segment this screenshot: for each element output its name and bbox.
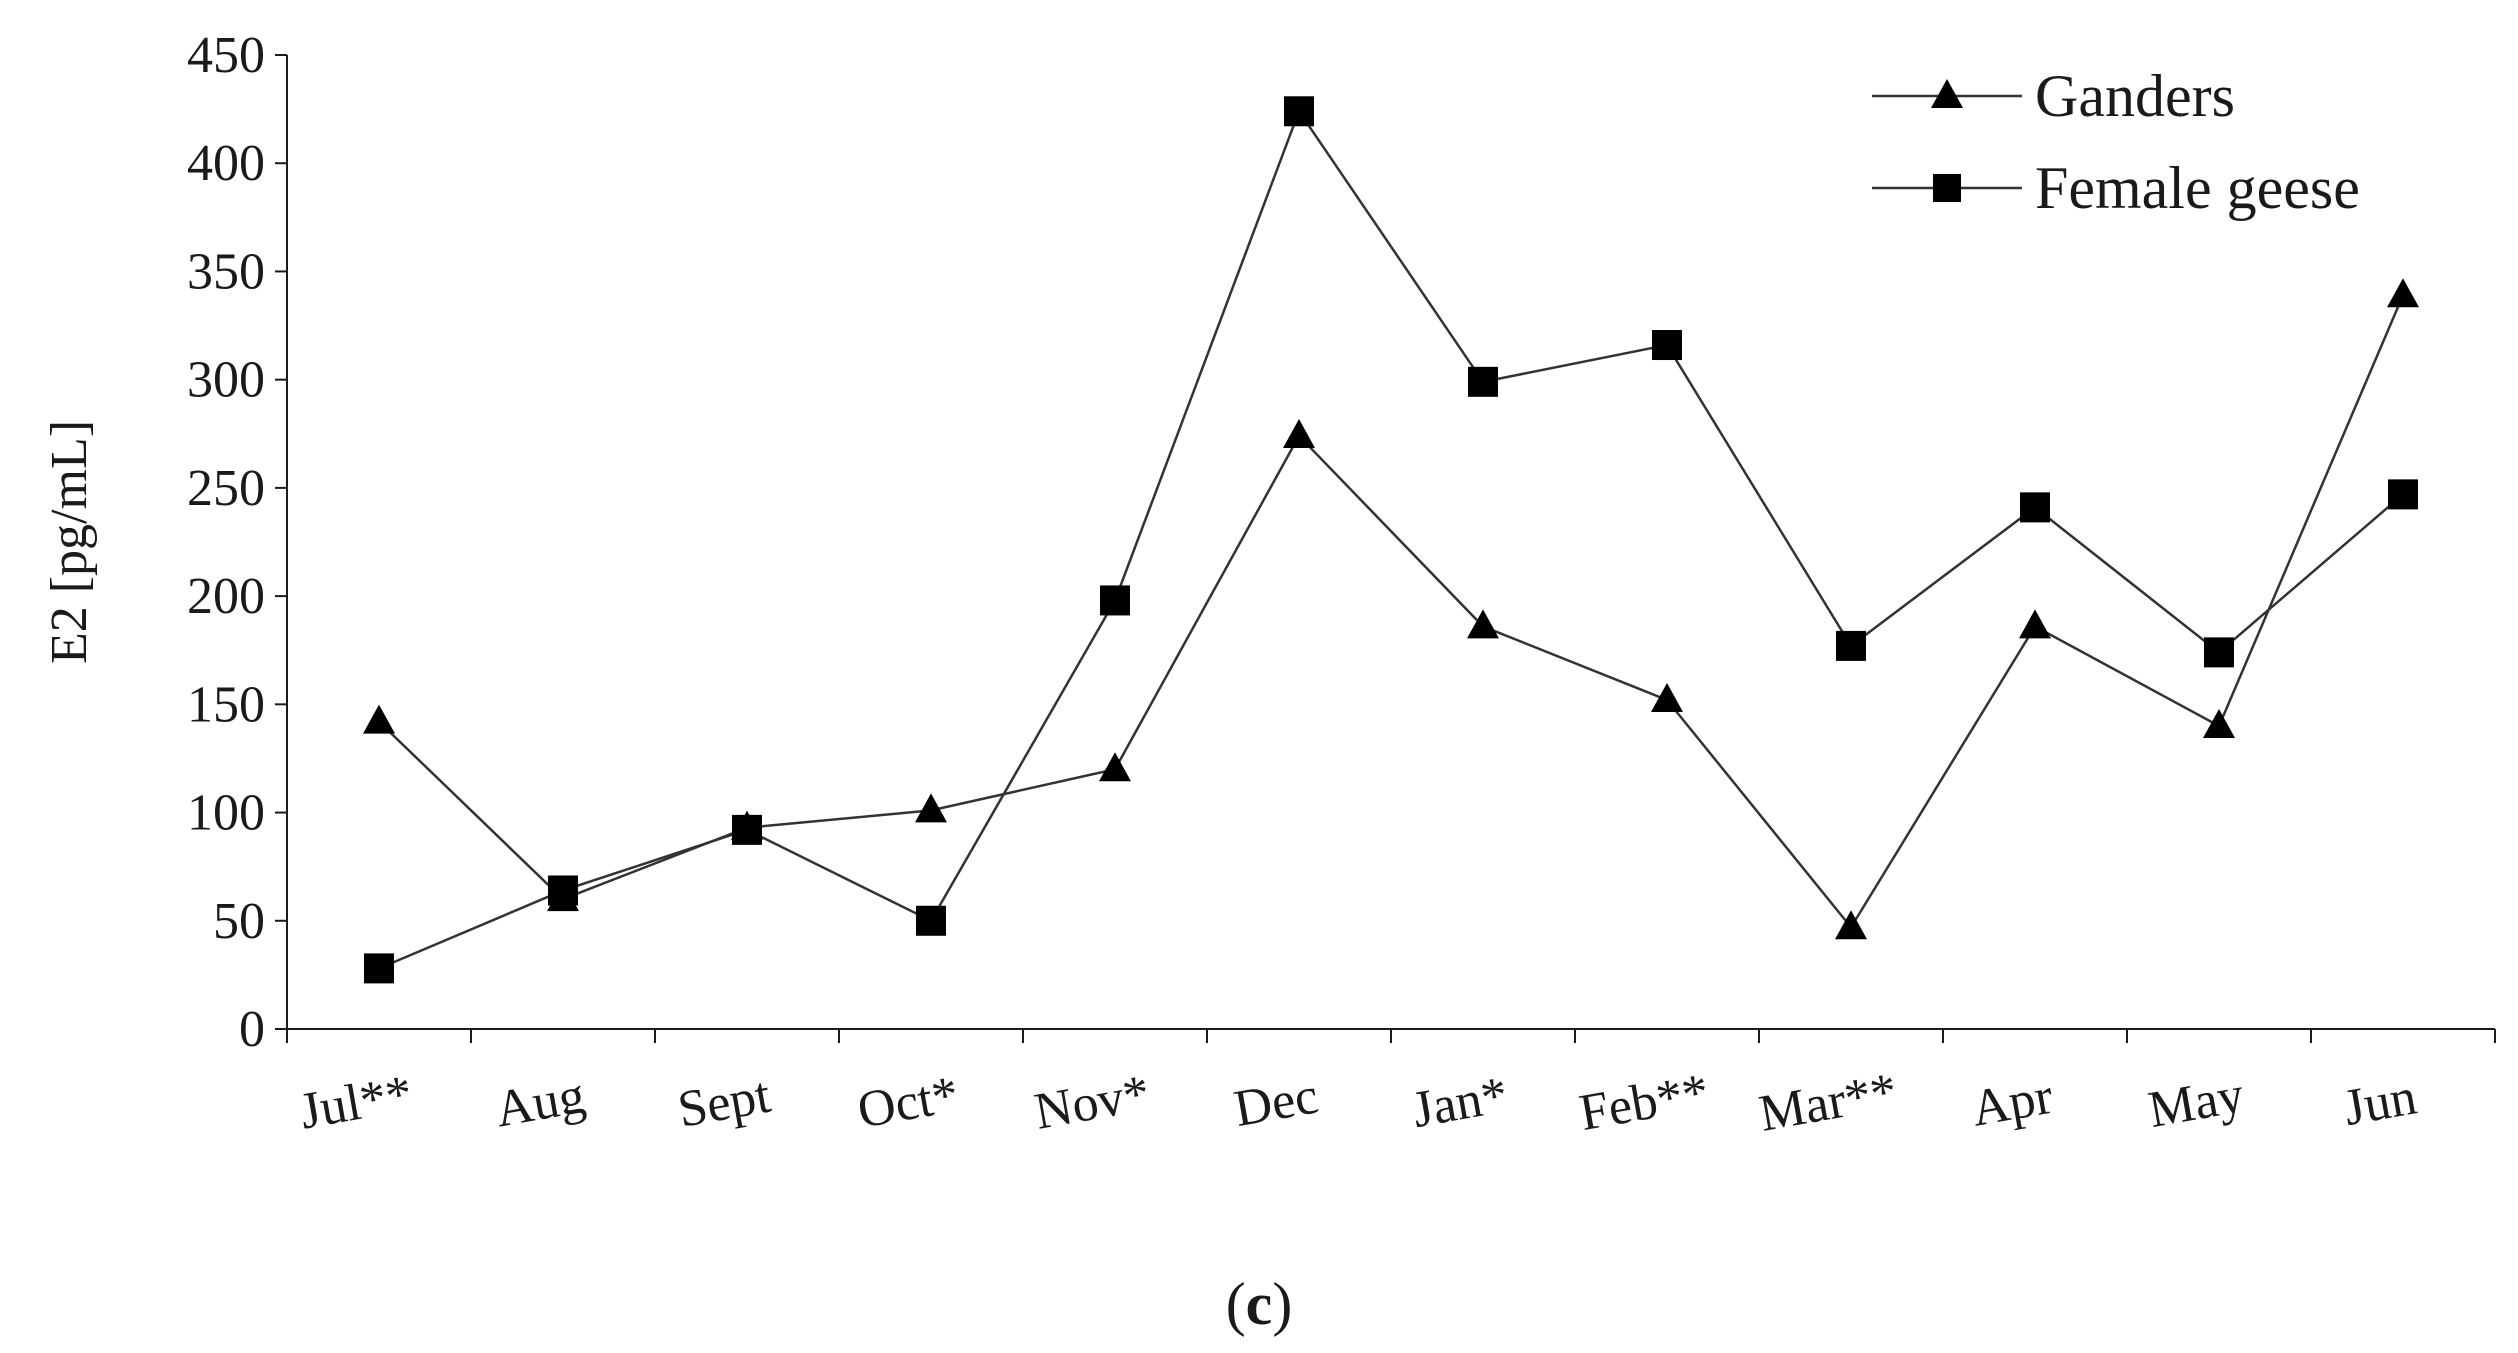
data-point-ganders	[1835, 910, 1867, 940]
series-line-ganders	[378, 294, 2405, 930]
y-tick-label: 350	[187, 243, 265, 300]
legend-label-ganders: Ganders	[2035, 63, 2235, 129]
data-point-female-geese	[2204, 637, 2234, 668]
y-tick-label: 400	[187, 135, 265, 192]
legend-square-icon	[1933, 174, 1961, 202]
data-point-ganders	[2203, 708, 2235, 738]
panel-label-open: (	[1226, 1271, 1246, 1337]
data-point-ganders	[363, 704, 395, 734]
y-tick-label: 100	[187, 785, 265, 842]
y-tick-label: 50	[213, 893, 265, 950]
series-ganders	[363, 278, 2419, 940]
legend-item-ganders: Ganders	[1872, 63, 2235, 129]
x-tick-label: Jan*	[1408, 1066, 1512, 1139]
x-tick-label: Feb**	[1575, 1063, 1713, 1142]
data-point-female-geese	[732, 814, 762, 845]
x-tick-label: Jun	[2340, 1068, 2421, 1137]
x-ticks: Jul** Aug Sept Oct* Nov* Dec Jan* Feb** Mar** Apr…	[286, 1029, 2496, 1143]
data-point-ganders	[1651, 683, 1683, 713]
x-tick-label: Apr	[1967, 1068, 2057, 1138]
legend-item-female-geese: Female geese	[1872, 155, 2360, 221]
x-tick-label: Sept	[674, 1067, 775, 1139]
data-point-ganders	[915, 793, 947, 823]
x-tick-label: Mar**	[1755, 1063, 1901, 1143]
panel-label: (c)	[1226, 1271, 1293, 1337]
y-tick-label: 300	[187, 352, 265, 409]
data-point-female-geese	[1652, 330, 1682, 361]
y-tick-label: 200	[187, 568, 265, 625]
legend: Ganders Female geese	[1872, 63, 2360, 221]
data-point-female-geese	[916, 905, 946, 936]
data-point-ganders	[2019, 609, 2051, 639]
legend-triangle-icon	[1931, 79, 1963, 108]
data-point-ganders	[1099, 752, 1131, 782]
x-tick-label: Nov*	[1030, 1065, 1154, 1141]
series-female-geese	[364, 96, 2418, 984]
series-line-female-geese	[378, 108, 2404, 970]
data-point-female-geese	[2020, 492, 2050, 523]
panel-label-letter: c	[1246, 1271, 1273, 1337]
y-axis-title: E2 [pg/mL]	[41, 420, 98, 664]
legend-label-female-geese: Female geese	[2035, 155, 2360, 221]
y-ticks: 0 50 100 150 200 250 300 350 400 450	[187, 27, 287, 1058]
data-point-female-geese	[1468, 366, 1498, 397]
x-tick-label: May	[2144, 1066, 2248, 1139]
x-tick-label: Dec	[1230, 1067, 1322, 1138]
x-tick-label: Oct*	[853, 1066, 962, 1140]
data-point-ganders	[1283, 418, 1315, 448]
x-tick-label: Aug	[491, 1067, 589, 1139]
data-point-female-geese	[2388, 479, 2418, 510]
series-layer	[363, 96, 2419, 984]
panel-label-close: )	[1272, 1271, 1292, 1337]
data-point-ganders	[1467, 609, 1499, 639]
data-point-female-geese	[1836, 630, 1866, 661]
x-tick-label: Jul**	[296, 1065, 417, 1141]
data-point-female-geese	[548, 875, 578, 906]
y-tick-label: 150	[187, 676, 265, 733]
y-tick-label: 0	[239, 1001, 265, 1058]
y-tick-label: 450	[187, 27, 265, 84]
data-point-female-geese	[1100, 585, 1130, 616]
data-point-ganders	[2387, 278, 2419, 308]
y-tick-label: 250	[187, 460, 265, 517]
data-point-female-geese	[1284, 96, 1314, 127]
data-point-female-geese	[364, 953, 394, 984]
